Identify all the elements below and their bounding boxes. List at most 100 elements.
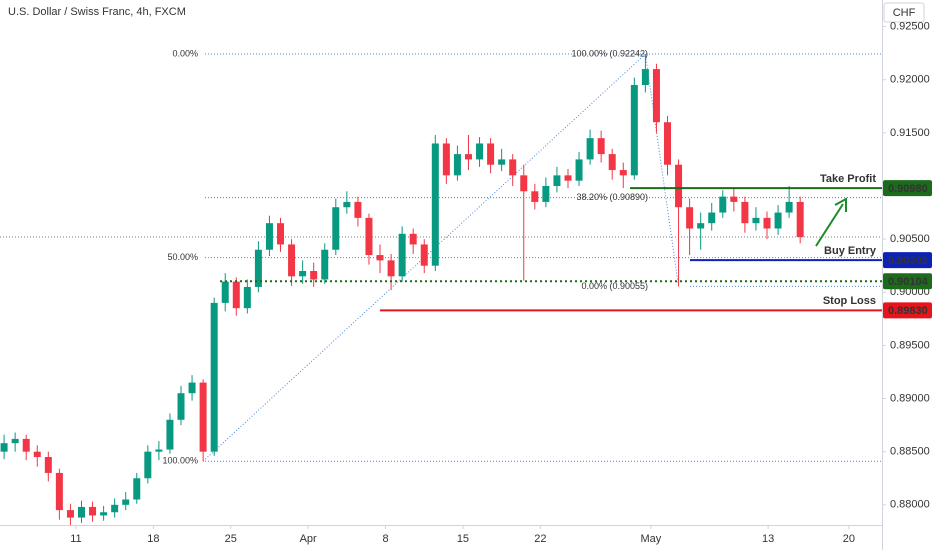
x-tick-label: 25 [225, 533, 237, 545]
candle-body [100, 512, 108, 516]
candle-body [44, 456, 52, 473]
candle-body [398, 233, 406, 277]
price-tag [883, 302, 932, 319]
level-label: Take Profit [820, 173, 876, 185]
candle-body [663, 122, 671, 165]
price-tag-label: 0.90980 [888, 183, 928, 195]
candle-body [531, 191, 539, 202]
candle-body [254, 249, 262, 287]
y-tick-label: 0.89000 [890, 392, 930, 404]
candle-body [675, 164, 683, 208]
y-tick-label: 0.88500 [890, 446, 930, 458]
candle-body [697, 223, 705, 229]
candle-body [188, 382, 196, 394]
candle-body [277, 223, 285, 245]
x-tick-label: 8 [382, 533, 388, 545]
candle-body [332, 207, 340, 250]
candle-body [166, 419, 174, 450]
candle-body [66, 510, 74, 518]
candle-body [652, 69, 660, 123]
currency: CHF [893, 7, 916, 19]
candle-body [785, 201, 793, 213]
x-tick-label: 20 [843, 533, 855, 545]
fib-label: 0.00% [172, 48, 198, 58]
candle-body [365, 217, 373, 256]
candle-body [33, 451, 41, 457]
candle-body [133, 478, 141, 500]
candle-body [509, 159, 517, 176]
fib-label: 0.00% (0.90055) [581, 281, 648, 291]
y-tick-label: 0.90500 [890, 233, 930, 245]
candle-body [89, 506, 97, 516]
candle-body [376, 255, 384, 261]
candle-body [442, 143, 450, 176]
candle-body [575, 159, 583, 181]
candle-body [741, 201, 749, 224]
candle-body [719, 196, 727, 213]
candle-body [520, 175, 528, 192]
x-tick-label: 15 [457, 533, 469, 545]
x-tick-label: 22 [534, 533, 546, 545]
arrow [815, 203, 844, 247]
candle-body [243, 286, 251, 309]
candle-body [409, 233, 417, 245]
candle-body [476, 143, 484, 160]
candle-body [453, 154, 461, 176]
candle-body [796, 201, 804, 237]
candle-body [464, 154, 472, 160]
level-label: Buy Entry [824, 245, 877, 257]
candle-body [597, 138, 605, 155]
candle-body [641, 69, 649, 86]
candle-body [55, 472, 63, 511]
candle-body [431, 143, 439, 266]
price-tag-label: 0.90302 [888, 255, 928, 267]
candle-body [619, 170, 627, 176]
candle-body [630, 85, 638, 176]
candle-body [122, 499, 130, 505]
candle-body [487, 143, 495, 165]
fib-label: 100.00% [162, 456, 198, 466]
y-tick-label: 0.92000 [890, 74, 930, 86]
x-tick-label: Apr [300, 533, 317, 545]
candle-body [354, 201, 362, 218]
fib-label: 100.00% (0.92242) [571, 48, 648, 58]
candle-body [586, 138, 594, 160]
candle-body [343, 201, 351, 208]
candle-body [763, 217, 771, 229]
candle-body [498, 159, 506, 165]
candle-body [752, 217, 760, 224]
currency-box [883, 2, 925, 23]
price-tag [883, 252, 932, 269]
y-tick-label: 0.92500 [890, 20, 930, 32]
y-tick-label: 0.89500 [890, 339, 930, 351]
y-tick-label: 0.88000 [890, 499, 930, 511]
x-tick-label: 13 [762, 533, 774, 545]
x-tick-label: 11 [70, 533, 81, 545]
price-tag-label: 0.89830 [888, 305, 928, 317]
price-tag [883, 273, 932, 290]
candle-body [144, 451, 152, 479]
fib-label: 38.20% (0.90890) [576, 192, 648, 202]
candle-body [420, 244, 428, 266]
candle-body [11, 438, 19, 444]
level-label: Stop Loss [823, 295, 876, 307]
candle-body [321, 249, 329, 280]
candle-body [177, 393, 185, 420]
candle-body [0, 443, 8, 452]
candle-body [387, 260, 395, 277]
candle-body [22, 438, 30, 452]
candle-body [77, 506, 85, 518]
candle-body [553, 175, 561, 186]
candle-body [199, 382, 207, 452]
candle-body [310, 271, 318, 280]
arrow-head [834, 197, 847, 212]
candle-body [708, 212, 716, 224]
candle-body [299, 271, 307, 277]
fib-label: 50.00% [167, 252, 198, 262]
candle-body [288, 244, 296, 277]
candle-body [111, 504, 119, 513]
candle-body [564, 175, 572, 181]
